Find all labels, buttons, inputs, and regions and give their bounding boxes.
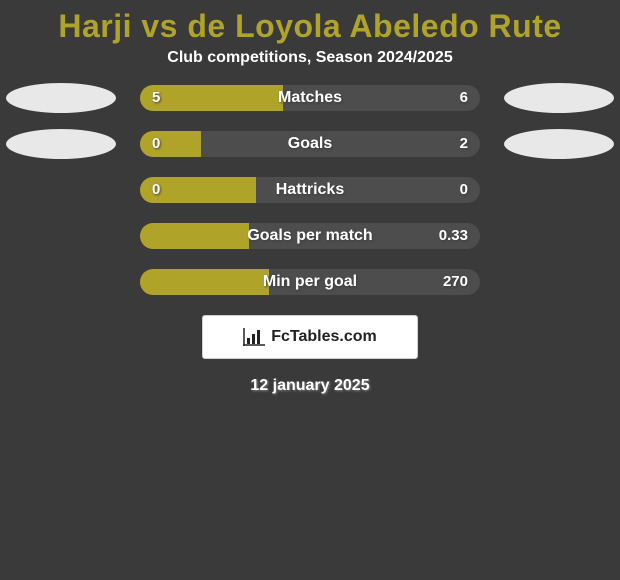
stat-bar-left: [140, 85, 283, 111]
stat-bar-right: [269, 269, 480, 295]
source-badge: FcTables.com: [202, 315, 418, 359]
stat-bar-left: [140, 269, 269, 295]
page-title: Harji vs de Loyola Abeledo Rute: [0, 0, 620, 49]
source-badge-text: FcTables.com: [271, 328, 377, 346]
stat-row: Matches56: [0, 85, 620, 131]
stat-bar-track: [140, 177, 480, 203]
stat-bar-left: [140, 131, 201, 157]
stat-bar-track: [140, 131, 480, 157]
comparison-infographic: Harji vs de Loyola Abeledo Rute Club com…: [0, 0, 620, 580]
date-label: 12 january 2025: [0, 377, 620, 395]
bar-chart-icon: [243, 328, 265, 346]
player-left-ellipse: [6, 83, 116, 113]
stat-bar-left: [140, 223, 249, 249]
stat-row: Hattricks00: [0, 177, 620, 223]
stat-bar-right: [283, 85, 480, 111]
stat-bar-track: [140, 223, 480, 249]
stat-bar-track: [140, 85, 480, 111]
subtitle: Club competitions, Season 2024/2025: [0, 49, 620, 85]
stat-row: Goals per match0.33: [0, 223, 620, 269]
stat-bar-right: [249, 223, 480, 249]
stat-bar-track: [140, 269, 480, 295]
stat-row: Min per goal270: [0, 269, 620, 315]
player-right-ellipse: [504, 129, 614, 159]
stat-bar-right: [201, 131, 480, 157]
stat-row: Goals02: [0, 131, 620, 177]
player-right-ellipse: [504, 83, 614, 113]
stat-bar-left: [140, 177, 256, 203]
stat-bar-right: [256, 177, 480, 203]
comparison-rows: Matches56Goals02Hattricks00Goals per mat…: [0, 85, 620, 315]
player-left-ellipse: [6, 129, 116, 159]
